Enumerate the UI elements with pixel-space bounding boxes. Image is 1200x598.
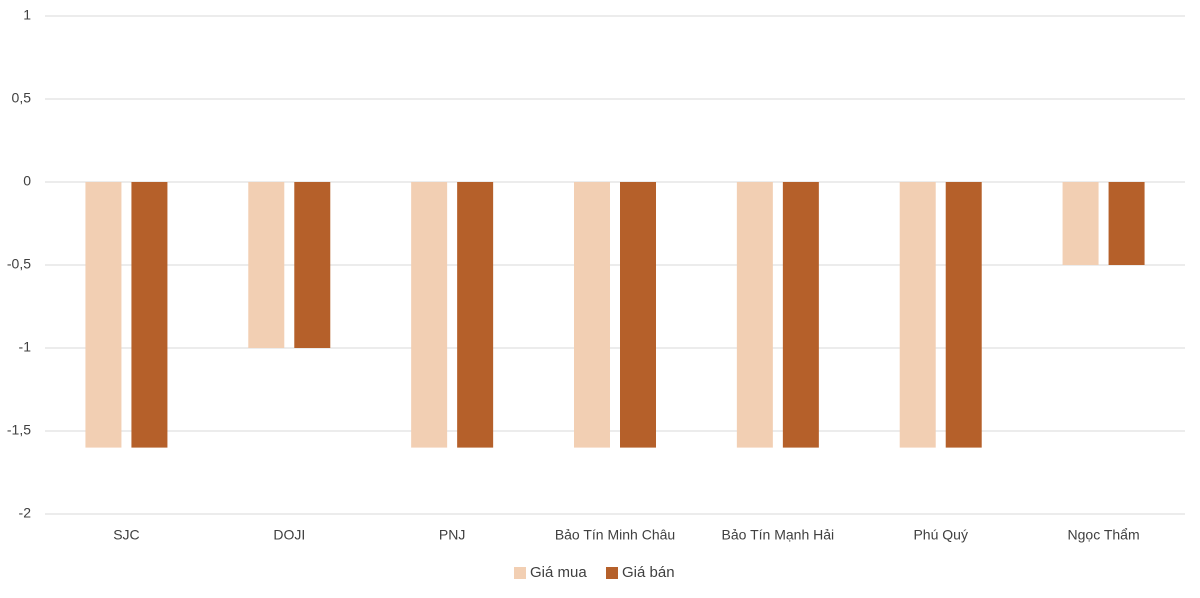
bar: [899, 182, 936, 448]
y-tick-label: -1: [19, 339, 32, 355]
bar: [131, 182, 168, 448]
bar: [736, 182, 773, 448]
bar: [574, 182, 610, 448]
x-tick-label: Phú Quý: [913, 527, 967, 543]
x-tick-label: DOJI: [273, 527, 305, 543]
x-tick-label: Bảo Tín Minh Châu: [555, 527, 675, 543]
bar: [411, 182, 448, 448]
legend-label: Giá bán: [622, 564, 675, 581]
y-tick-label: 0: [23, 173, 31, 189]
bar: [1062, 182, 1099, 265]
x-tick-label: SJC: [113, 527, 139, 543]
x-tick-label: Ngọc Thẩm: [1068, 527, 1140, 543]
y-tick-label: 1: [23, 7, 31, 23]
bar: [620, 182, 656, 448]
bar: [248, 182, 285, 348]
y-tick-label: -0,5: [7, 256, 31, 272]
bar: [945, 182, 982, 448]
legend-swatch: [606, 567, 618, 579]
legend-swatch: [514, 567, 526, 579]
y-tick-label: -2: [19, 505, 32, 521]
x-tick-label: Bảo Tín Mạnh Hải: [722, 527, 835, 543]
bar: [457, 182, 494, 448]
legend-label: Giá mua: [530, 564, 587, 581]
y-tick-label: 0,5: [12, 90, 32, 106]
y-tick-label: -1,5: [7, 422, 31, 438]
bar: [85, 182, 122, 448]
bar: [294, 182, 331, 348]
bar: [782, 182, 819, 448]
x-tick-label: PNJ: [439, 527, 465, 543]
bar: [1108, 182, 1145, 265]
